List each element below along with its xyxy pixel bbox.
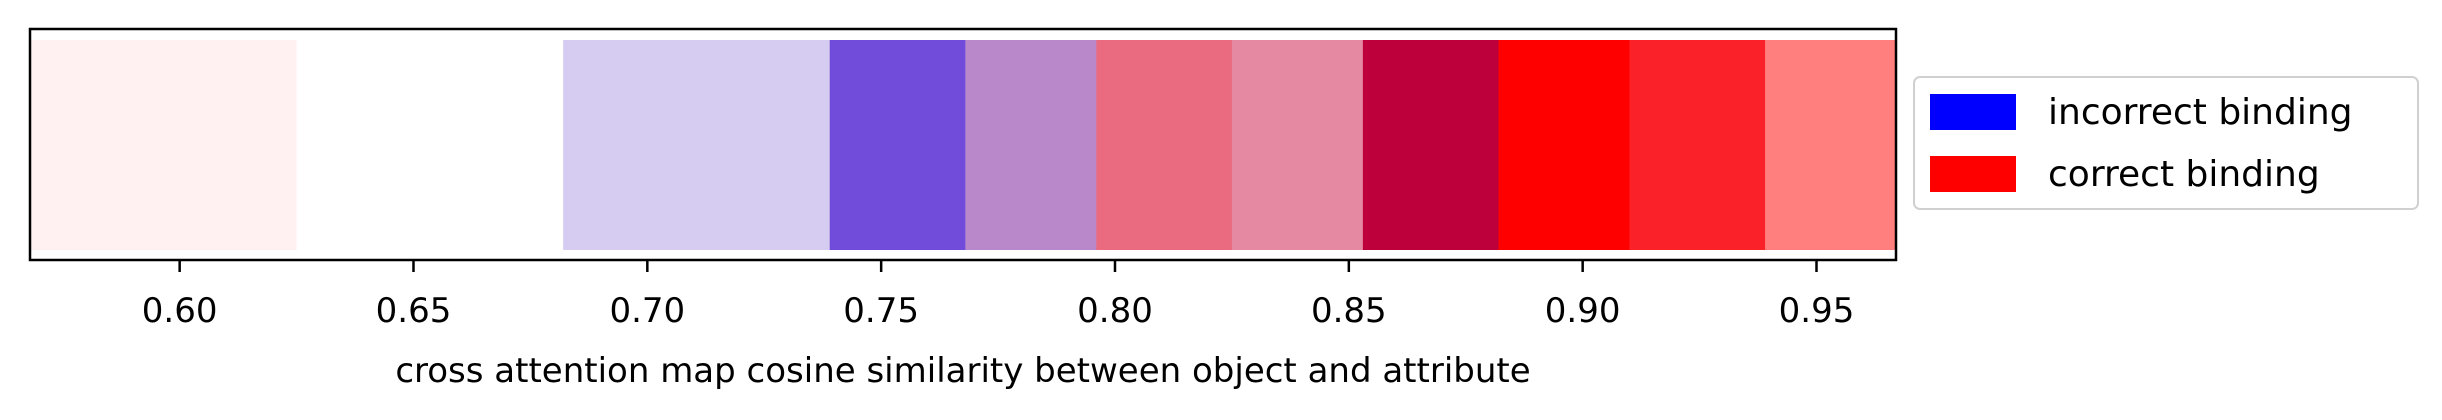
- legend-label-0: incorrect binding: [2048, 92, 2353, 133]
- bin-7: [1362, 40, 1500, 250]
- x-tick-label-1: 0.65: [376, 291, 452, 331]
- bin-3: [829, 40, 966, 250]
- bin-2: [563, 40, 831, 250]
- legend-items: incorrect binding correct binding: [1930, 92, 2353, 195]
- bin-6: [1231, 40, 1364, 250]
- bin-5: [1096, 40, 1233, 250]
- x-tick-label-2: 0.70: [609, 291, 685, 331]
- plot-frame: [28, 27, 1898, 262]
- x-tick-label-7: 0.95: [1779, 291, 1855, 331]
- bin-4: [965, 40, 1097, 250]
- legend-swatch-0: [1930, 94, 2016, 130]
- bins-layer: [30, 40, 1897, 250]
- legend-label-1: correct binding: [2048, 154, 2320, 195]
- x-tick-label-0: 0.60: [142, 291, 218, 331]
- legend-frame: [1913, 76, 2419, 210]
- x-tick-label-4: 0.80: [1077, 291, 1153, 331]
- bin-8: [1498, 40, 1631, 250]
- legend-swatch-1: [1930, 156, 2016, 192]
- x-tick-label-5: 0.85: [1311, 291, 1387, 331]
- legend: incorrect binding correct binding: [1913, 76, 2419, 210]
- x-axis: 0.60 0.65 0.70 0.75 0.80 0.85 0.90 0.95: [142, 260, 1855, 331]
- bin-1: [296, 40, 564, 250]
- x-tick-label-6: 0.90: [1545, 291, 1621, 331]
- x-axis-label: cross attention map cosine similarity be…: [395, 351, 1530, 391]
- bin-10: [1765, 40, 1897, 250]
- bin-9: [1629, 40, 1766, 250]
- x-tick-label-3: 0.75: [843, 291, 919, 331]
- bin-0: [30, 40, 298, 250]
